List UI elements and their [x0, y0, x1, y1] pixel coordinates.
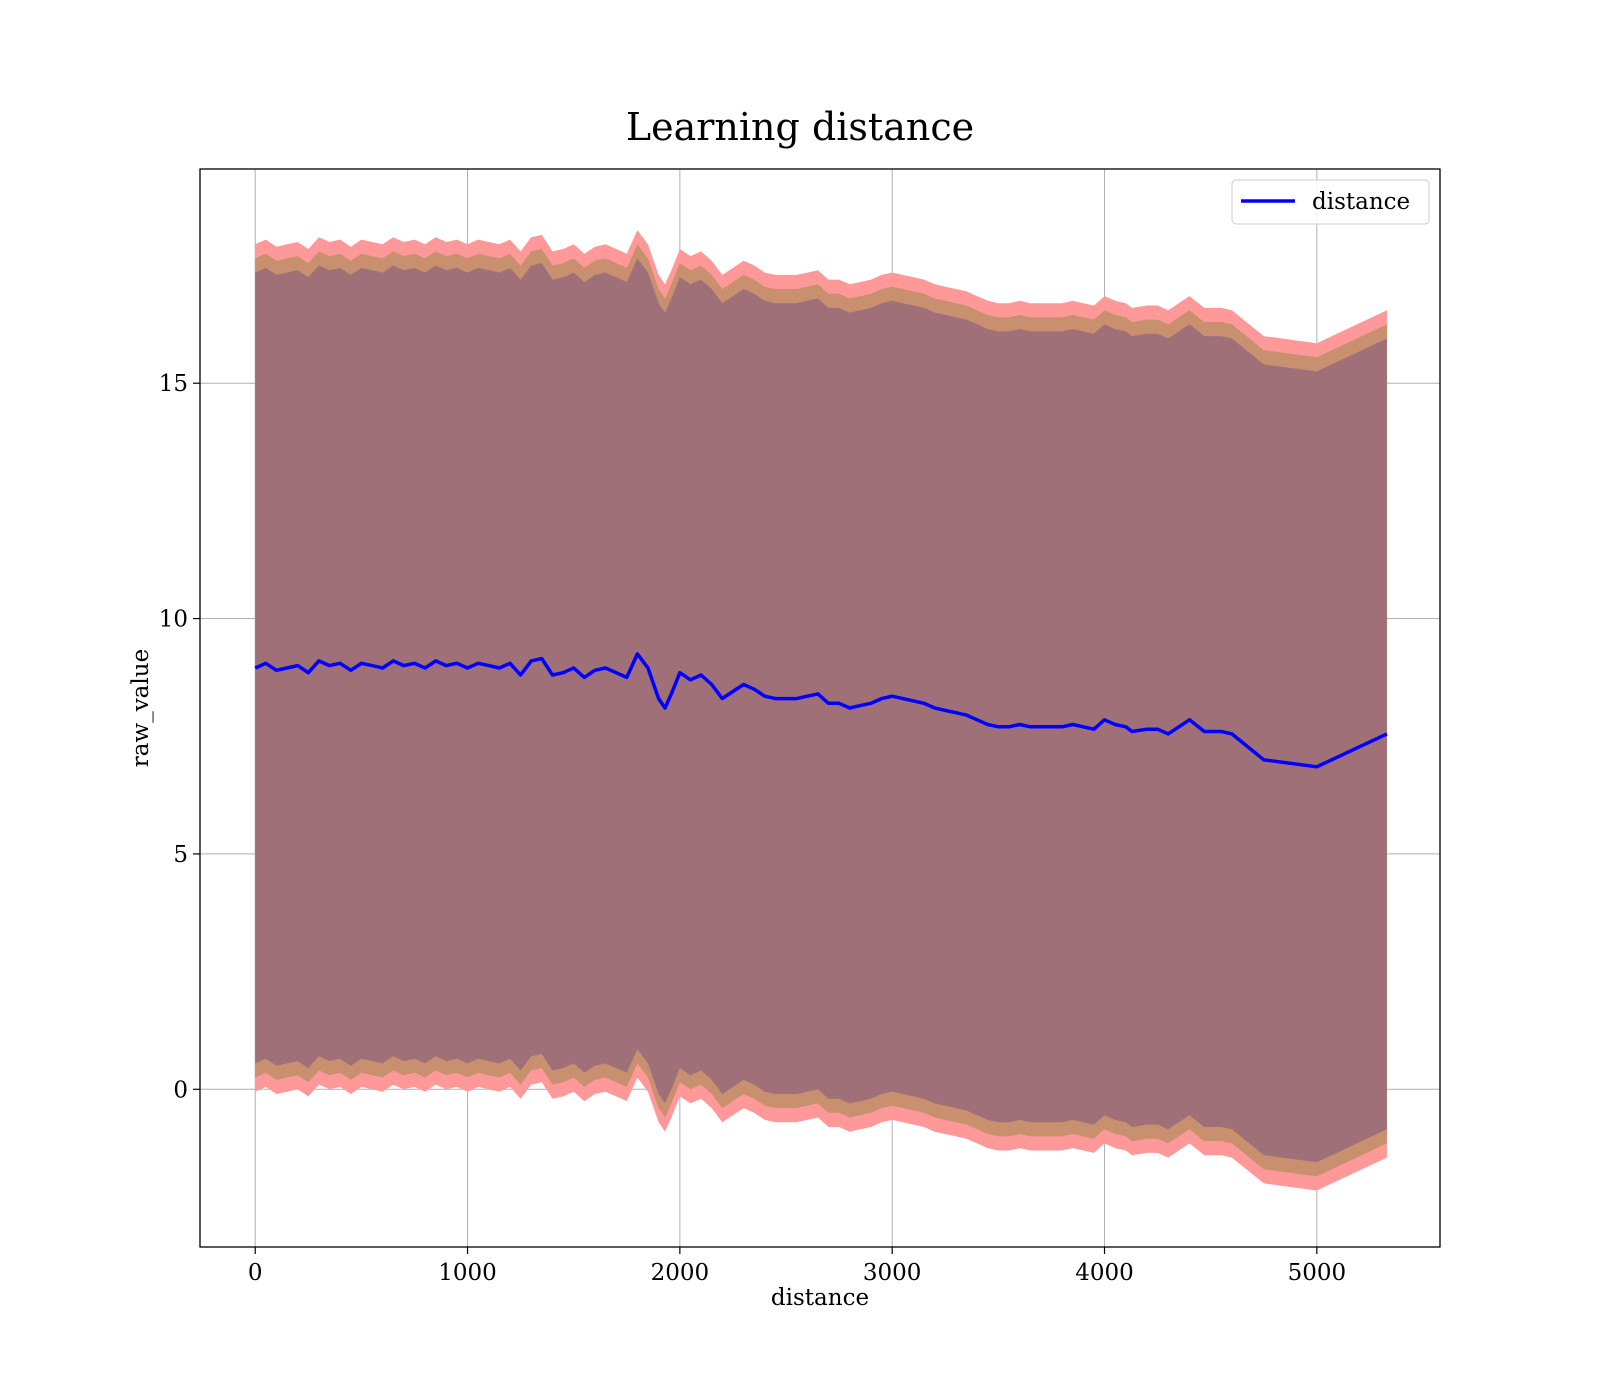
y-axis-ticks: 0 5 10 15 — [159, 371, 200, 1103]
x-axis-ticks: 0 1000 2000 3000 4000 5000 — [248, 1247, 1346, 1286]
band-inner — [255, 258, 1387, 1163]
y-tick-label: 0 — [173, 1077, 188, 1103]
legend: distance — [1231, 179, 1430, 225]
chart-title: Learning distance — [626, 105, 974, 149]
x-tick-label: 2000 — [651, 1260, 710, 1286]
legend-frame — [1231, 179, 1430, 225]
x-tick-label: 5000 — [1288, 1260, 1347, 1286]
x-tick-label: 3000 — [863, 1260, 922, 1286]
series-layer — [254, 652, 1388, 769]
x-tick-label: 0 — [248, 1260, 263, 1286]
y-tick-label: 10 — [159, 607, 188, 633]
series-line-distance — [254, 652, 1388, 769]
error-bands — [255, 230, 1387, 1191]
x-tick-label: 4000 — [1075, 1260, 1134, 1286]
legend-label-distance: distance — [1312, 189, 1410, 215]
x-tick-label: 1000 — [438, 1260, 497, 1286]
y-tick-label: 5 — [173, 842, 188, 868]
y-tick-label: 15 — [159, 371, 188, 397]
y-axis-label: raw_value — [128, 649, 154, 767]
plot-frame — [199, 168, 1441, 1248]
x-axis-label: distance — [771, 1285, 869, 1311]
